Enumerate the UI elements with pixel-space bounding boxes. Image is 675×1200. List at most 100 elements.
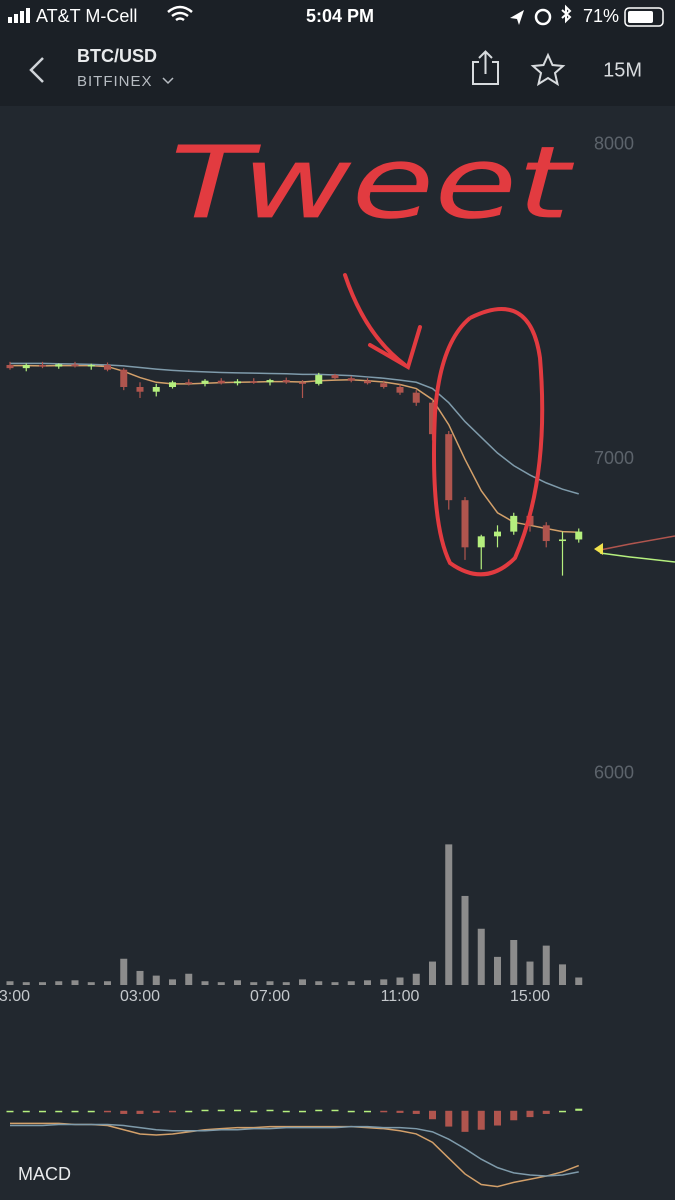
candle-body [217, 380, 225, 384]
volume-bar [396, 977, 404, 985]
macd-histogram-bar [575, 1108, 583, 1111]
volume-bar [169, 979, 176, 985]
interval-selector[interactable]: 15M [603, 59, 642, 81]
battery-icon [624, 7, 664, 27]
share-button[interactable] [472, 50, 499, 85]
macd-histogram-bar [315, 1109, 323, 1112]
volume-bar [429, 961, 436, 985]
candle-body [380, 383, 388, 387]
volume-bar [559, 964, 566, 985]
moving-average-line [10, 362, 579, 495]
macd-histogram-bar [250, 1110, 258, 1113]
volume-bar [575, 977, 583, 985]
macd-histogram-bar [526, 1110, 534, 1118]
candle-body [510, 515, 518, 532]
macd-histogram-bar [39, 1110, 46, 1113]
volume-bar [152, 975, 160, 985]
volume-bar [364, 980, 371, 985]
macd-histogram-bar [380, 1110, 388, 1113]
volume-bar [266, 981, 274, 985]
volume-bar [477, 928, 485, 985]
volume-bar [185, 973, 193, 985]
volume-bar [347, 981, 355, 985]
candle-body [412, 392, 420, 403]
macd-histogram-bar [461, 1110, 469, 1132]
wifi-icon [167, 5, 193, 22]
candle-body [364, 380, 371, 384]
battery-percent: 71% [583, 6, 619, 26]
macd-histogram-bar [6, 1110, 14, 1113]
candle-body [87, 364, 95, 367]
macd-label: MACD [18, 1164, 71, 1184]
candle-body [6, 364, 14, 369]
annotation-circle [432, 307, 545, 577]
candle-body [136, 386, 144, 392]
y-tick-label: 8000 [594, 134, 634, 154]
volume-bar [299, 979, 306, 985]
y-tick-label: 6000 [594, 762, 634, 782]
volume-bar [315, 981, 323, 985]
macd-histogram-bar [396, 1110, 404, 1113]
favorite-button[interactable] [530, 52, 566, 87]
macd-histogram-bar [217, 1109, 225, 1112]
candle-body [461, 500, 469, 548]
exchange-dropdown-icon[interactable] [162, 77, 174, 85]
macd-histogram-bar [282, 1110, 290, 1113]
volume-bar [412, 973, 420, 985]
x-tick-label: 15:00 [510, 988, 550, 1005]
volume-bar [461, 895, 469, 985]
last-price-marker [594, 543, 603, 555]
candle-body [120, 369, 128, 387]
candle-body [542, 525, 550, 542]
macd-histogram-bar [136, 1110, 144, 1114]
volume-bar [380, 979, 388, 985]
candle-body [559, 539, 566, 542]
volume-bar [331, 982, 339, 985]
candle-body [250, 381, 258, 383]
volume-bar [526, 961, 534, 985]
battery-level [628, 11, 653, 23]
macd-histogram-bar [429, 1110, 436, 1120]
price-projection-lower [599, 552, 675, 563]
macd-histogram-bar [169, 1110, 176, 1113]
macd-histogram-bar [559, 1110, 566, 1113]
back-button[interactable] [29, 57, 44, 83]
exchange-selector[interactable]: BITFINEX [77, 73, 153, 90]
candle-body [396, 386, 404, 393]
alarm-icon [534, 8, 552, 26]
candle-body [299, 382, 306, 384]
candle-body [39, 364, 46, 367]
candle-body [445, 434, 453, 501]
candle-body [22, 364, 30, 369]
volume-bar [510, 940, 518, 985]
annotation-text: Tweet [170, 124, 575, 241]
macd-line [10, 1122, 580, 1188]
volume-bar [250, 982, 258, 985]
volume-bar [104, 981, 111, 985]
macd-histogram-bar [510, 1110, 518, 1121]
volume-bar [55, 981, 63, 985]
candle-body [494, 531, 501, 537]
macd-histogram-bar [55, 1110, 63, 1113]
candle-body [477, 536, 485, 548]
signal-icon [8, 8, 30, 23]
macd-histogram-bar [234, 1109, 241, 1112]
candle-body [55, 364, 63, 367]
macd-histogram-bar [412, 1110, 420, 1114]
macd-line [10, 1123, 579, 1177]
candle-body [152, 386, 160, 392]
volume-bar [201, 981, 209, 985]
macd-histogram-bar [266, 1109, 274, 1112]
candle-body [575, 531, 583, 540]
volume-bar [6, 981, 14, 985]
macd-histogram-bar [87, 1110, 95, 1113]
carrier: AT&T M-Cell [36, 6, 137, 26]
volume-bar [136, 970, 144, 985]
macd-histogram-bar [494, 1110, 501, 1126]
macd-histogram-bar [331, 1109, 339, 1112]
macd-histogram-bar [299, 1110, 306, 1113]
macd-histogram-bar [445, 1110, 453, 1127]
candle-body [331, 375, 339, 379]
candle-body [71, 364, 79, 367]
